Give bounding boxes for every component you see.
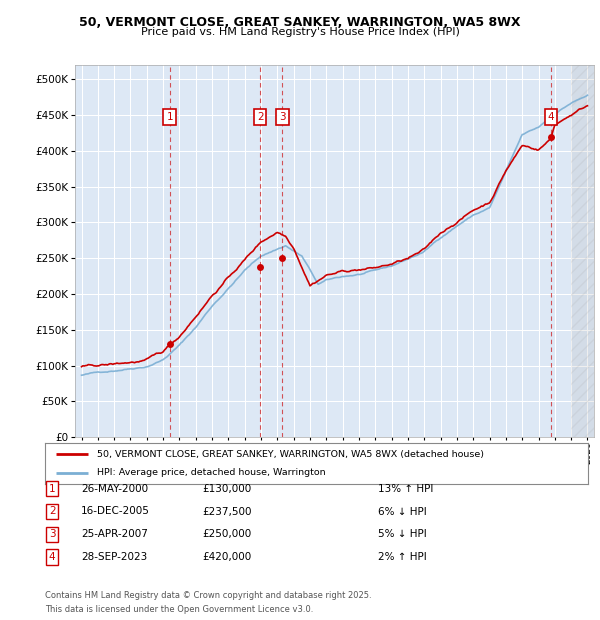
Text: 50, VERMONT CLOSE, GREAT SANKEY, WARRINGTON, WA5 8WX (detached house): 50, VERMONT CLOSE, GREAT SANKEY, WARRING… xyxy=(97,450,484,459)
Text: 4: 4 xyxy=(49,552,56,562)
Text: £237,500: £237,500 xyxy=(203,507,252,516)
Text: 25-APR-2007: 25-APR-2007 xyxy=(81,529,148,539)
Text: This data is licensed under the Open Government Licence v3.0.: This data is licensed under the Open Gov… xyxy=(45,605,313,614)
Text: Price paid vs. HM Land Registry's House Price Index (HPI): Price paid vs. HM Land Registry's House … xyxy=(140,27,460,37)
Text: 6% ↓ HPI: 6% ↓ HPI xyxy=(378,507,427,516)
Text: 50, VERMONT CLOSE, GREAT SANKEY, WARRINGTON, WA5 8WX: 50, VERMONT CLOSE, GREAT SANKEY, WARRING… xyxy=(79,16,521,29)
Text: 2: 2 xyxy=(257,112,263,122)
Text: 1: 1 xyxy=(166,112,173,122)
Text: Contains HM Land Registry data © Crown copyright and database right 2025.: Contains HM Land Registry data © Crown c… xyxy=(45,591,371,601)
Text: 4: 4 xyxy=(547,112,554,122)
Text: 1: 1 xyxy=(49,484,56,494)
Text: 16-DEC-2005: 16-DEC-2005 xyxy=(81,507,150,516)
Text: 26-MAY-2000: 26-MAY-2000 xyxy=(81,484,148,494)
Text: 13% ↑ HPI: 13% ↑ HPI xyxy=(378,484,433,494)
Text: £250,000: £250,000 xyxy=(203,529,252,539)
Text: £420,000: £420,000 xyxy=(203,552,252,562)
Text: 2% ↑ HPI: 2% ↑ HPI xyxy=(378,552,427,562)
Text: 3: 3 xyxy=(279,112,286,122)
Text: 3: 3 xyxy=(49,529,56,539)
Text: 2: 2 xyxy=(49,507,56,516)
Text: 28-SEP-2023: 28-SEP-2023 xyxy=(81,552,147,562)
Text: £130,000: £130,000 xyxy=(203,484,252,494)
Text: HPI: Average price, detached house, Warrington: HPI: Average price, detached house, Warr… xyxy=(97,468,325,477)
Bar xyxy=(571,65,594,437)
Text: 5% ↓ HPI: 5% ↓ HPI xyxy=(378,529,427,539)
